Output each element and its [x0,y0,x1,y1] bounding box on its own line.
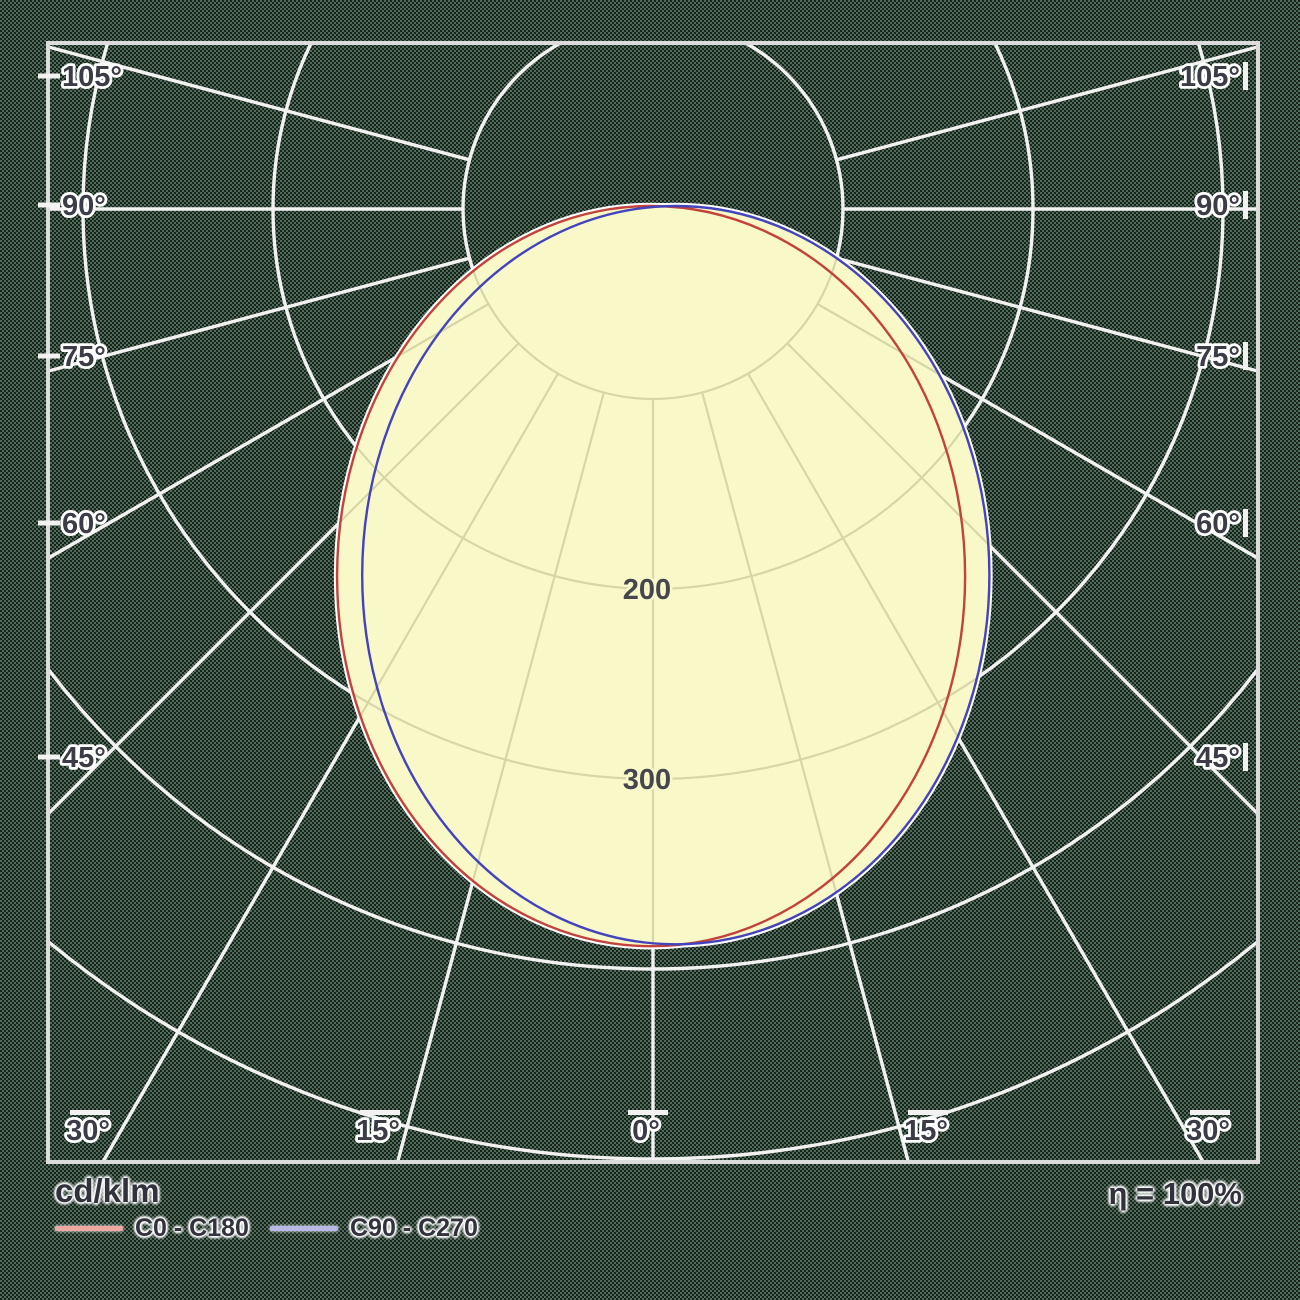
angle-label-right-45: 45° [1196,742,1240,774]
angle-tick [1190,1110,1230,1115]
angle-tick [628,1110,668,1115]
angle-tick [1243,342,1248,370]
angle-label-bottom-1: 15° [356,1115,400,1147]
grid-ray-60deg [815,302,1256,560]
angle-label-bottom-0: 30° [66,1115,110,1147]
angle-label-bottom-2: 0° [632,1115,660,1147]
angle-label-right-105: 105° [1180,61,1240,93]
angle-tick [38,520,60,526]
grid-ray-15deg [701,392,990,947]
grid-ray-75deg [834,256,1256,373]
angle-tick [908,1110,948,1115]
ring-value-label: 200 [623,574,671,606]
ring-value-label: 300 [623,764,671,796]
beam-fill [362,206,990,945]
angle-label-right-75: 75° [1196,341,1240,373]
angle-label-left-75: 75° [62,341,106,373]
grid-ray--75deg [50,256,472,373]
angle-tick [1243,191,1248,219]
angle-tick [38,754,60,760]
grid-ray--15deg [337,392,605,947]
angle-label-left-105: 105° [62,61,122,93]
angle-label-left-60: 60° [62,508,106,540]
angle-label-bottom-4: 30° [1186,1115,1230,1147]
grid-ray--105deg [50,45,472,162]
grid-ray-30deg [747,372,990,947]
grid-ray-45deg [786,342,990,947]
curve-c90-c270 [360,204,991,946]
angle-label-bottom-3: 15° [904,1115,948,1147]
angle-tick [1243,509,1248,537]
angle-tick [70,1110,110,1115]
angle-label-left-90: 90° [62,190,106,222]
angle-tick [38,73,60,79]
grid-ray--60deg [50,302,491,560]
angle-tick [38,353,60,359]
angle-tick [38,202,60,208]
angle-tick [1243,743,1248,771]
angle-label-right-90: 90° [1196,190,1240,222]
grid-ray-105deg [834,45,1256,162]
angle-tick [360,1110,400,1115]
angle-label-right-60: 60° [1196,508,1240,540]
chart-frame [46,41,1260,1164]
angle-tick [1243,62,1248,90]
grid-ray--30deg [337,372,559,947]
angle-label-left-45: 45° [62,742,106,774]
